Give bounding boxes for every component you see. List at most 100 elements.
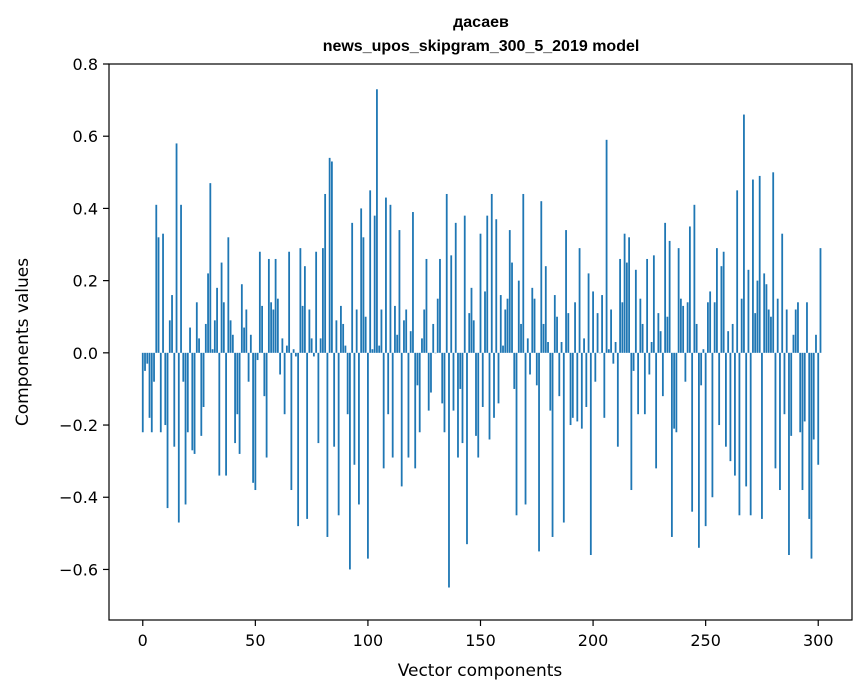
bar <box>258 251 261 353</box>
bar <box>288 251 291 353</box>
bar <box>326 352 329 537</box>
x-axis-label: Vector components <box>398 661 563 681</box>
bar <box>688 226 691 353</box>
bar <box>817 352 820 465</box>
bar <box>511 262 513 353</box>
bar <box>515 352 518 516</box>
bar <box>385 197 387 353</box>
bar <box>222 302 225 353</box>
bar <box>184 352 187 505</box>
bar <box>740 298 743 353</box>
bar <box>490 193 493 353</box>
bar <box>349 352 351 570</box>
bar <box>562 352 565 523</box>
bar <box>351 222 354 353</box>
bar <box>646 258 649 353</box>
bar <box>290 352 293 491</box>
bar <box>387 352 390 415</box>
bar <box>565 230 567 353</box>
bar <box>652 255 655 353</box>
bar <box>157 237 160 353</box>
bar <box>497 352 500 404</box>
bar <box>495 219 498 353</box>
x-axis-ticks: 0 50 100 150 200 250 300 <box>138 620 834 650</box>
bar <box>743 114 745 353</box>
bar <box>670 352 673 537</box>
bar <box>195 302 198 353</box>
bar <box>632 352 635 371</box>
bar <box>578 248 581 353</box>
bar <box>648 352 651 375</box>
bar <box>396 334 399 353</box>
bar <box>754 313 757 353</box>
bar <box>283 352 286 415</box>
bar <box>808 352 811 519</box>
bar <box>427 352 430 411</box>
bar <box>173 352 176 447</box>
bar <box>153 352 155 382</box>
bar <box>220 262 223 353</box>
bar <box>637 352 640 415</box>
bar <box>574 302 576 353</box>
bar <box>333 352 336 447</box>
bar <box>457 352 459 458</box>
bar <box>177 352 180 523</box>
x-tick-label: 200 <box>578 631 609 650</box>
bar <box>695 323 698 353</box>
bar <box>479 233 482 353</box>
bar <box>180 204 182 353</box>
bar <box>243 327 245 353</box>
bar <box>650 342 653 353</box>
bar <box>407 352 410 458</box>
bar <box>272 309 275 353</box>
bar <box>785 309 788 353</box>
bar <box>256 352 259 361</box>
bar <box>439 258 441 353</box>
bar <box>263 352 266 397</box>
bar <box>412 212 414 353</box>
bar <box>605 139 608 353</box>
bar <box>734 352 736 476</box>
bar <box>679 298 682 353</box>
bar <box>470 287 473 353</box>
bar <box>346 352 349 415</box>
bar <box>749 352 752 516</box>
bar <box>414 352 417 469</box>
bar <box>524 352 527 505</box>
bar <box>270 302 273 353</box>
bar <box>371 349 374 353</box>
bar <box>702 349 705 353</box>
bar <box>767 309 770 353</box>
bar <box>171 295 173 353</box>
bar <box>191 352 194 451</box>
bar <box>553 295 556 353</box>
bar <box>198 338 200 353</box>
bar <box>367 352 369 559</box>
bar <box>761 352 763 519</box>
bar <box>155 204 158 353</box>
bar <box>776 298 779 353</box>
bar <box>182 352 185 382</box>
bar <box>394 305 396 353</box>
bar <box>571 352 574 418</box>
bar <box>551 352 554 537</box>
bar <box>772 172 775 353</box>
bar <box>441 352 444 404</box>
bar <box>189 327 191 353</box>
bar <box>526 338 529 353</box>
bar <box>144 352 146 371</box>
bar <box>779 352 781 491</box>
bar <box>308 309 311 353</box>
bar <box>720 266 723 353</box>
bar <box>249 334 252 353</box>
y-tick-label: −0.2 <box>59 416 98 435</box>
bar <box>556 316 558 353</box>
bar <box>364 316 367 353</box>
bar <box>592 291 594 353</box>
bar <box>168 320 171 353</box>
x-tick-label: 0 <box>138 631 148 650</box>
bar <box>292 349 295 353</box>
bar <box>301 305 304 353</box>
bar <box>673 352 676 429</box>
bar <box>331 161 333 353</box>
